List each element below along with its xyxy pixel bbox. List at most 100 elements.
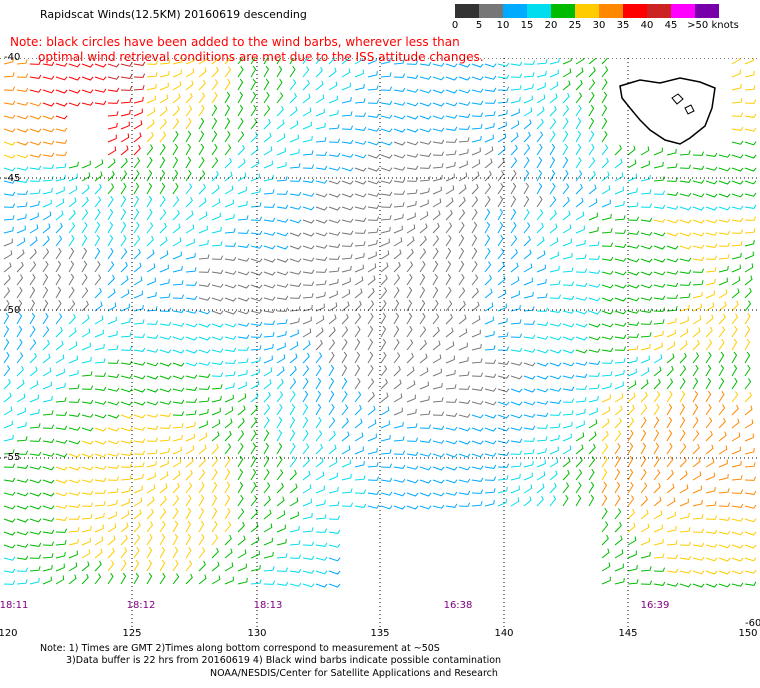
- wind-barb: [55, 504, 68, 509]
- wind-barb: [185, 507, 192, 520]
- wind-barb: [16, 166, 29, 171]
- wind-barb: [510, 248, 518, 260]
- wind-barb: [263, 482, 271, 494]
- wind-barb: [94, 548, 103, 559]
- wind-barb: [42, 529, 55, 534]
- wind-barb: [68, 313, 76, 325]
- wind-barb: [705, 390, 712, 403]
- wind-barb: [198, 520, 205, 533]
- wind-barb: [393, 101, 406, 106]
- wind-barb: [653, 567, 666, 572]
- wind-barb: [510, 414, 523, 419]
- wind-barb: [497, 74, 510, 79]
- wind-barb: [341, 139, 354, 144]
- wind-barb: [315, 352, 323, 364]
- wind-barb: [159, 400, 172, 405]
- wind-barb: [81, 466, 94, 471]
- wind-barb: [3, 299, 10, 312]
- wind-barb: [367, 263, 377, 273]
- wind-barb: [497, 121, 507, 130]
- wind-barb: [445, 466, 458, 471]
- wind-barb: [211, 130, 218, 143]
- wind-barb: [68, 426, 81, 431]
- wind-barb: [172, 237, 182, 247]
- wind-barb: [627, 404, 635, 416]
- wind-barb: [198, 268, 211, 273]
- wind-barb: [276, 78, 283, 91]
- wind-barb: [497, 261, 505, 273]
- wind-barb: [328, 180, 341, 185]
- wind-barb: [549, 130, 556, 143]
- wind-barb: [692, 256, 705, 261]
- wind-barb: [185, 309, 198, 314]
- wind-barb: [484, 488, 496, 494]
- wind-barb: [523, 291, 534, 299]
- wind-barb: [445, 398, 458, 403]
- wind-barb: [471, 301, 480, 312]
- wind-barb: [107, 274, 115, 286]
- wind-barb: [731, 69, 741, 78]
- wind-barb: [198, 560, 206, 572]
- wind-barb: [471, 372, 484, 377]
- wind-barb: [575, 373, 588, 378]
- wind-barb: [588, 372, 601, 377]
- wind-barb: [263, 231, 276, 236]
- wind-barb: [744, 167, 757, 172]
- wind-barb: [133, 333, 146, 338]
- wind-barb: [562, 92, 570, 104]
- footer-note-2: 3)Data buffer is 22 hrs from 20160619 4)…: [66, 655, 502, 666]
- lat-label-60: -60: [745, 618, 760, 629]
- wind-barb: [250, 104, 257, 117]
- wind-barb: [497, 86, 510, 91]
- wind-barb: [614, 577, 625, 585]
- wind-barb: [627, 468, 634, 481]
- legend-color-swatch: [527, 4, 551, 18]
- wind-barb: [341, 431, 350, 442]
- wind-barb: [146, 413, 159, 418]
- wind-barb: [536, 459, 546, 468]
- wind-barb: [484, 146, 494, 156]
- wind-barb: [250, 131, 258, 143]
- wind-barb: [224, 507, 231, 520]
- wind-barb: [107, 414, 120, 419]
- wind-barb: [328, 339, 336, 351]
- wind-barb: [484, 234, 491, 247]
- wind-barb: [146, 437, 159, 442]
- wind-barb: [588, 91, 595, 104]
- wind-barb: [185, 156, 192, 169]
- wind-barb: [536, 264, 546, 273]
- wind-barb: [120, 275, 129, 286]
- wind-barb: [497, 170, 505, 182]
- wind-barb: [16, 478, 29, 483]
- wind-barb: [705, 543, 718, 548]
- wind-barb: [601, 157, 609, 169]
- wind-barb: [614, 200, 625, 208]
- wind-barb: [16, 531, 29, 536]
- wind-barb: [666, 456, 674, 468]
- wind-barb: [29, 153, 42, 158]
- wind-barb: [289, 497, 299, 507]
- lon-label-145: 145: [618, 628, 638, 639]
- wind-barb: [81, 234, 88, 247]
- wind-barb: [601, 394, 611, 403]
- wind-barb: [42, 248, 50, 260]
- wind-barb: [263, 523, 273, 533]
- legend-color-swatch: [671, 4, 695, 18]
- wind-barb: [3, 58, 14, 65]
- wind-barb: [55, 563, 65, 572]
- legend-color-swatch: [695, 4, 719, 18]
- wind-barb: [406, 115, 419, 120]
- wind-barb: [653, 330, 664, 338]
- wind-barb: [406, 505, 419, 510]
- wind-barb: [744, 557, 757, 562]
- wind-barb: [276, 176, 288, 182]
- wind-barb: [653, 271, 666, 276]
- wind-barb: [510, 169, 517, 182]
- wind-barb: [146, 249, 155, 260]
- wind-barb: [107, 170, 115, 182]
- wind-barb: [731, 489, 744, 494]
- wind-barb: [68, 260, 75, 273]
- wind-barb: [29, 224, 39, 234]
- wind-barb: [250, 271, 263, 276]
- wind-barb: [172, 209, 180, 221]
